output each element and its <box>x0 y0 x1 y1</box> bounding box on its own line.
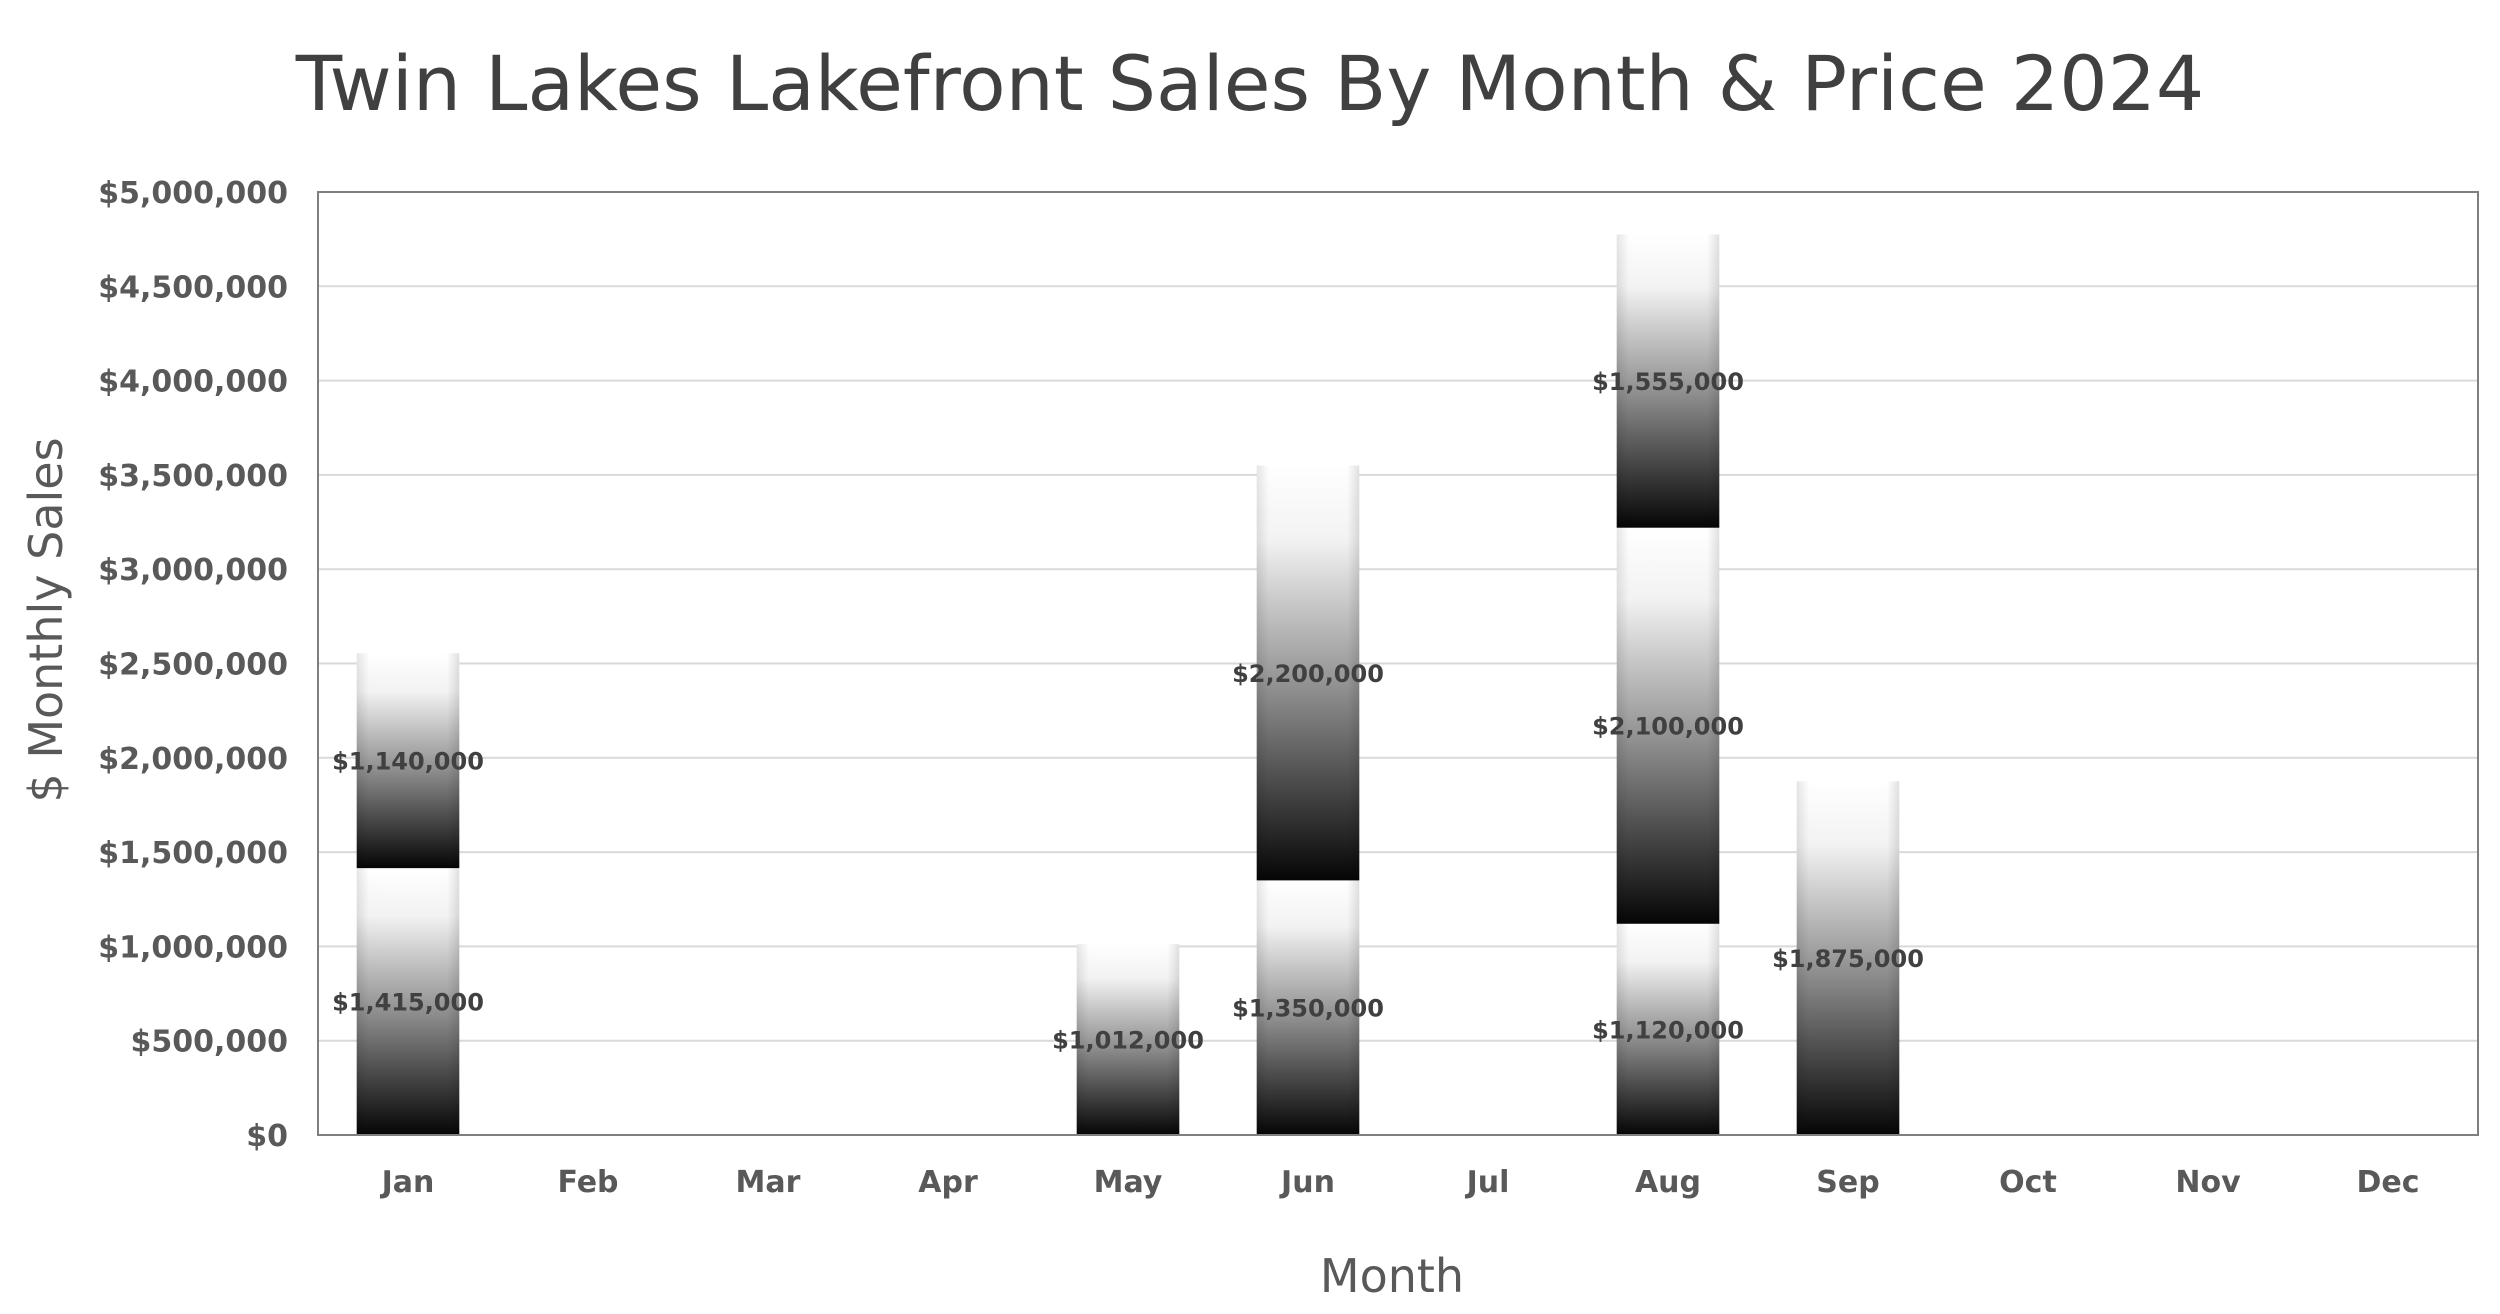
data-label: $2,200,000 <box>1232 660 1384 688</box>
bar-segment-shade <box>1616 234 1720 528</box>
x-tick-label: Jul <box>1465 1165 1510 1200</box>
x-tick-label: Mar <box>736 1165 801 1200</box>
gridlines <box>318 285 2478 1042</box>
plot-area-border <box>317 191 2479 1136</box>
x-axis-title: Month <box>1320 1249 1464 1303</box>
x-tick-label: Sep <box>1816 1165 1879 1200</box>
data-label: $1,415,000 <box>332 989 484 1017</box>
y-tick-label: $2,500,000 <box>98 648 288 683</box>
data-label: $1,120,000 <box>1592 1016 1744 1044</box>
bar-segment-shade <box>356 868 460 1135</box>
x-tick-label: Jan <box>380 1165 435 1200</box>
bar-segment-shade <box>356 653 460 869</box>
x-tick-label: Aug <box>1635 1165 1701 1200</box>
x-tick-label: Nov <box>2175 1165 2241 1200</box>
y-tick-label: $4,000,000 <box>98 365 288 400</box>
x-axis-ticks: Jan Feb Mar Apr May Jun Jul Aug Sep Oct Nov Dec <box>380 1165 2420 1200</box>
y-tick-label: $2,000,000 <box>98 742 288 777</box>
x-tick-label: Jun <box>1279 1165 1335 1200</box>
data-label: $1,140,000 <box>332 748 484 776</box>
data-labels: $1,415,000 $1,140,000 $1,012,000 $1,350,000… <box>332 368 1924 1054</box>
x-tick-label: Dec <box>2356 1165 2419 1200</box>
bar-segment-shade <box>1256 880 1360 1135</box>
y-tick-label: $500,000 <box>130 1025 288 1060</box>
bar-segment-shade <box>1256 465 1360 881</box>
y-tick-label: $0 <box>246 1119 288 1154</box>
chart-title: Twin Lakes Lakefront Sales By Month & Pr… <box>295 39 2205 128</box>
y-tick-label: $3,500,000 <box>98 459 288 494</box>
x-tick-label: May <box>1094 1165 1163 1200</box>
bars <box>356 234 1900 1135</box>
data-label: $1,350,000 <box>1232 995 1384 1023</box>
bar-segment-shade <box>1076 944 1180 1135</box>
data-label: $1,875,000 <box>1772 945 1924 973</box>
bar-segment-shade <box>1616 923 1720 1135</box>
y-axis-title: $ Monthly Sales <box>19 437 73 802</box>
y-tick-label: $5,000,000 <box>98 176 288 211</box>
y-tick-label: $3,000,000 <box>98 553 288 588</box>
x-tick-label: Feb <box>557 1165 618 1200</box>
x-tick-label: Oct <box>1999 1165 2057 1200</box>
data-label: $1,012,000 <box>1052 1027 1204 1055</box>
y-tick-label: $1,000,000 <box>98 930 288 965</box>
bar-segment-shade <box>1796 781 1900 1135</box>
y-tick-label: $1,500,000 <box>98 836 288 871</box>
data-label: $1,555,000 <box>1592 368 1744 396</box>
bar-segment-shade <box>1616 527 1720 924</box>
x-tick-label: Apr <box>918 1165 978 1200</box>
y-axis-ticks: $0 $500,000 $1,000,000 $1,500,000 $2,000,000… <box>98 176 288 1154</box>
data-label: $2,100,000 <box>1592 713 1744 741</box>
y-tick-label: $4,500,000 <box>98 270 288 305</box>
